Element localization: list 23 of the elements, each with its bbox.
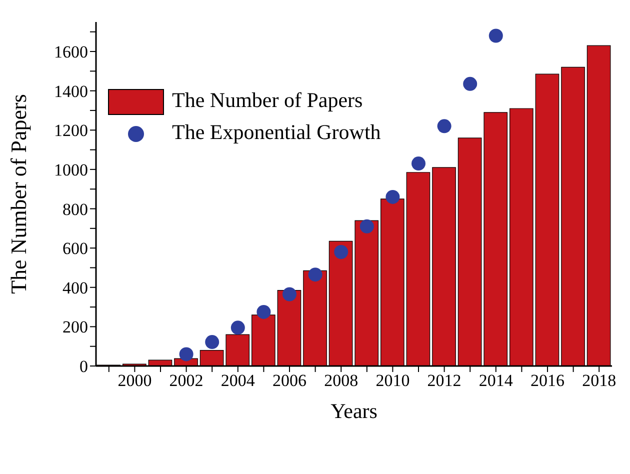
legend-label: The Exponential Growth	[172, 120, 381, 144]
y-tick-label: 800	[62, 200, 88, 219]
y-tick-label: 1200	[54, 121, 88, 140]
x-tick-label: 2010	[376, 371, 410, 390]
x-tick-label: 2018	[582, 371, 616, 390]
y-tick-label: 1000	[54, 160, 88, 180]
x-tick-label: 2002	[169, 371, 204, 390]
y-tick-label: 1400	[54, 82, 88, 101]
x-tick-label: 2016	[530, 371, 564, 390]
x-tick-label: 2012	[427, 371, 462, 390]
y-tick-label: 1600	[54, 42, 88, 62]
x-tick-label: 2014	[478, 371, 514, 390]
y-tick-label: 400	[62, 278, 88, 298]
y-tick-label: 0	[80, 357, 88, 376]
x-axis-title: Years	[330, 399, 378, 423]
x-tick-label: 2008	[324, 371, 358, 390]
x-tick-label: 2000	[118, 371, 152, 390]
x-tick-label: 2004	[220, 371, 256, 390]
y-axis-title: The Number of Papers	[6, 94, 31, 294]
y-tick-label: 200	[62, 318, 88, 337]
y-tick-label: 600	[62, 239, 88, 258]
legend-label: The Number of Papers	[172, 88, 363, 112]
x-tick-label: 2006	[272, 371, 306, 390]
